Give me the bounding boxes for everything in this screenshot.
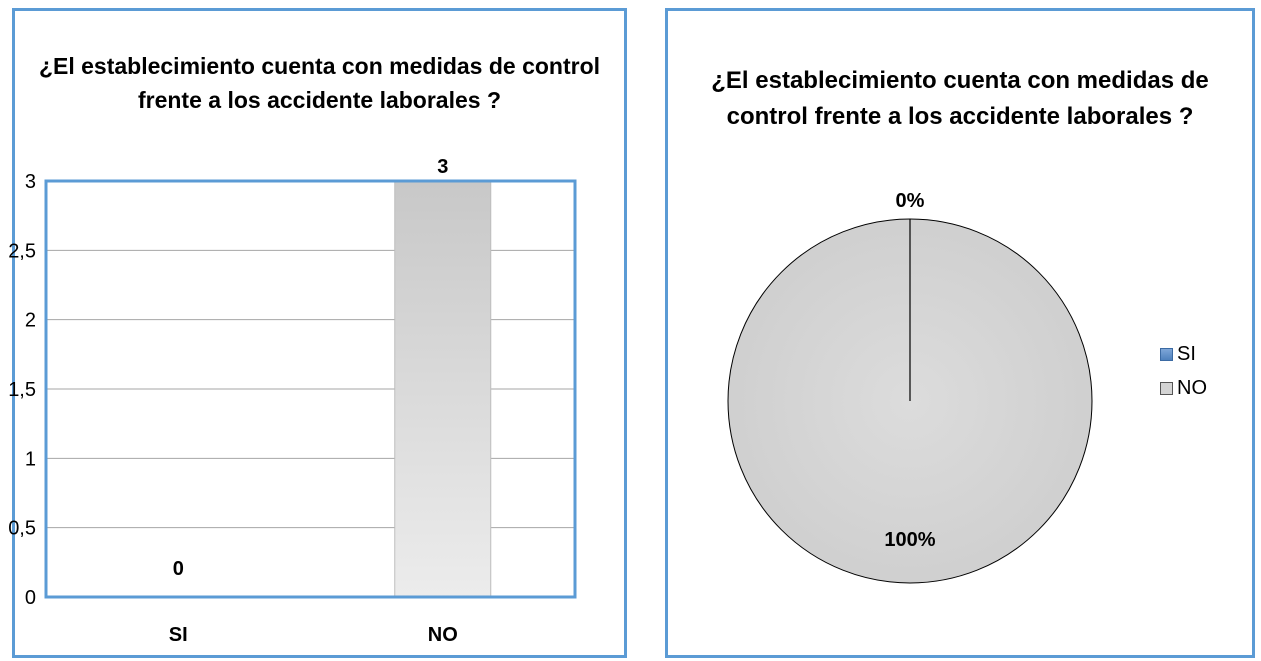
legend-label-no: NO: [1177, 376, 1207, 399]
y-tick-label: 1,5: [8, 379, 36, 401]
legend-item-si: SI: [1160, 337, 1207, 371]
data-label-si: 0: [173, 558, 184, 580]
data-label-no: 3: [437, 156, 448, 178]
y-tick-label: 3: [25, 171, 36, 193]
legend-item-no: NO: [1160, 371, 1207, 405]
bar-no: [394, 180, 492, 598]
legend-swatch-si: [1160, 347, 1173, 361]
data-label-no: 100%: [884, 529, 935, 551]
legend-label-si: SI: [1177, 342, 1196, 365]
y-tick-label: 2,5: [8, 240, 36, 262]
bar-chart-title: ¿El establecimiento cuenta con medidas d…: [38, 53, 601, 113]
y-tick-label: 0,5: [8, 518, 36, 540]
x-category-si: SI: [169, 624, 188, 646]
y-tick-label: 2: [25, 310, 36, 332]
pie-chart: 0% 100%: [727, 190, 1093, 584]
y-tick-label: 1: [25, 448, 36, 470]
bar-chart: 0 0,5 1 1,5 2 2,5 3 0 SI 3 NO: [8, 156, 577, 646]
pie-chart-title: ¿El establecimiento cuenta con medidas d…: [711, 67, 1209, 130]
plot-area-border: [44, 179, 577, 599]
pie-legend: SI NO: [1160, 337, 1207, 405]
y-tick-label: 0: [25, 587, 36, 609]
bar-chart-panel: ¿El establecimiento cuenta con medidas d…: [8, 8, 627, 658]
legend-swatch-no: [1160, 381, 1173, 395]
x-category-no: NO: [428, 624, 458, 646]
data-label-si: 0%: [896, 190, 925, 212]
pie-chart-panel: ¿El establecimiento cuenta con medidas d…: [665, 8, 1255, 658]
